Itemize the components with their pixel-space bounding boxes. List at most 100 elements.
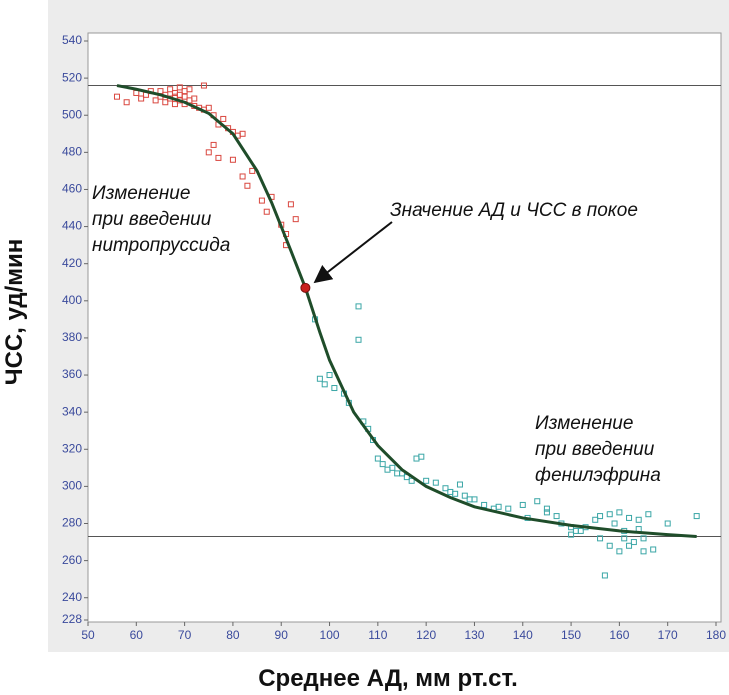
x-axis-title: Среднее АД, мм рт.ст. — [258, 665, 518, 692]
scatter-point — [664, 520, 671, 527]
y-tick-label: 280 — [62, 516, 82, 530]
x-tick-label: 80 — [226, 628, 240, 642]
scatter-point — [640, 548, 647, 555]
scatter-point — [481, 501, 488, 508]
y-tick-label: 340 — [62, 404, 82, 418]
scatter-point — [379, 461, 386, 468]
scatter-point — [606, 511, 613, 518]
scatter-point — [418, 453, 425, 460]
scatter-point — [113, 93, 120, 100]
scatter-point — [645, 511, 652, 518]
scatter-point — [167, 86, 174, 93]
y-tick-label: 540 — [62, 33, 82, 47]
annotation: Изменение — [92, 183, 190, 204]
scatter-point — [162, 99, 169, 106]
x-tick-label: 100 — [320, 628, 340, 642]
y-tick-label: 400 — [62, 293, 82, 307]
scatter-point — [123, 99, 130, 106]
y-tick-label: 440 — [62, 219, 82, 233]
scatter-point — [263, 208, 270, 215]
scatter-point — [326, 372, 333, 379]
annotation-arrow — [313, 221, 393, 284]
scatter-point — [519, 501, 526, 508]
scatter-point — [626, 514, 633, 521]
scatter-point — [239, 130, 246, 137]
scatter-point — [292, 216, 299, 223]
scatter-point — [316, 375, 323, 382]
y-tick-label: 520 — [62, 70, 82, 84]
y-tick-label: 460 — [62, 182, 82, 196]
scatter-point — [355, 336, 362, 343]
scatter-point — [693, 513, 700, 520]
scatter-point — [650, 546, 657, 553]
scatter-point — [171, 101, 178, 108]
scatter-point — [543, 509, 550, 516]
scatter-point — [138, 95, 145, 102]
scatter-point — [592, 516, 599, 523]
scatter-point — [186, 86, 193, 93]
scatter-point — [606, 542, 613, 549]
scatter-point — [626, 542, 633, 549]
scatter-point — [220, 115, 227, 122]
scatter-point — [635, 516, 642, 523]
scatter-point — [495, 503, 502, 510]
scatter-point — [374, 455, 381, 462]
x-tick-label: 120 — [416, 628, 436, 642]
plot-area — [87, 32, 722, 623]
scatter-point — [321, 381, 328, 388]
annotation: фенилэфрина — [535, 465, 661, 486]
scatter-point — [239, 173, 246, 180]
scatter-point — [244, 182, 251, 189]
scatter-point — [621, 535, 628, 542]
fit-curve — [116, 84, 697, 538]
x-tick-label: 110 — [368, 628, 387, 642]
scatter-point — [181, 93, 188, 100]
scatter-point — [258, 197, 265, 204]
scatter-point — [249, 167, 256, 174]
scatter-point — [200, 82, 207, 89]
scatter-point — [331, 385, 338, 392]
y-tick-label: 500 — [62, 107, 82, 121]
x-tick-label: 130 — [464, 628, 484, 642]
x-tick-label: 180 — [706, 628, 726, 642]
rest-point — [300, 282, 311, 293]
annotation: при введении — [92, 209, 212, 230]
y-tick-label: 300 — [62, 479, 82, 493]
scatter-point — [505, 505, 512, 512]
scatter-point — [471, 496, 478, 503]
scatter-point — [543, 505, 550, 512]
scatter-point — [568, 531, 575, 538]
annotation: Значение АД и ЧСС в покое — [390, 200, 638, 221]
scatter-point — [597, 535, 604, 542]
scatter-point — [577, 527, 584, 534]
scatter-point — [461, 492, 468, 499]
scatter-point — [553, 513, 560, 520]
scatter-point — [355, 303, 362, 310]
scatter-point — [616, 548, 623, 555]
scatter-point — [205, 149, 212, 156]
x-tick-label: 170 — [658, 628, 678, 642]
y-axis-title: ЧСС, уд/мин — [1, 239, 28, 386]
scatter-point — [205, 104, 212, 111]
scatter-point — [597, 513, 604, 520]
y-tick-label: 320 — [62, 441, 82, 455]
y-tick-label: 260 — [62, 553, 82, 567]
scatter-point — [210, 141, 217, 148]
scatter-point — [534, 498, 541, 505]
scatter-point — [452, 490, 459, 497]
x-tick-label: 140 — [513, 628, 533, 642]
scatter-point — [152, 97, 159, 104]
x-tick-label: 50 — [81, 628, 95, 642]
scatter-point — [191, 95, 198, 102]
scatter-point — [423, 477, 430, 484]
scatter-point — [176, 84, 183, 91]
y-tick-label: 380 — [62, 330, 82, 344]
x-tick-label: 90 — [275, 628, 289, 642]
scatter-point — [442, 485, 449, 492]
y-tick-label: 360 — [62, 367, 82, 381]
y-tick-label: 420 — [62, 256, 82, 270]
y-tick-label: 240 — [62, 590, 82, 604]
scatter-point — [229, 156, 236, 163]
